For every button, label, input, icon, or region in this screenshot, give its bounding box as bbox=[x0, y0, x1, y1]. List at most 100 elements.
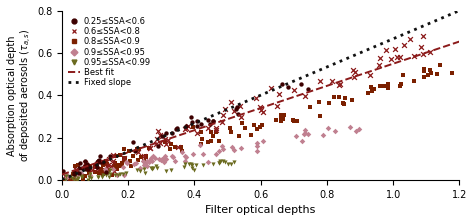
Point bbox=[79, 177, 87, 180]
Point bbox=[253, 150, 261, 153]
Point bbox=[116, 153, 123, 157]
Point bbox=[204, 118, 212, 121]
Point bbox=[120, 156, 128, 160]
Point bbox=[351, 70, 359, 73]
Point bbox=[227, 162, 235, 165]
Point bbox=[148, 168, 155, 171]
Point bbox=[91, 170, 99, 174]
Point bbox=[215, 149, 223, 153]
Point bbox=[148, 159, 156, 163]
Point bbox=[71, 165, 79, 168]
Point bbox=[350, 75, 358, 79]
Point bbox=[112, 173, 119, 177]
Point bbox=[228, 100, 235, 103]
Point bbox=[348, 98, 356, 102]
Point bbox=[63, 173, 70, 177]
Point bbox=[420, 67, 428, 71]
Point bbox=[93, 165, 100, 168]
Point bbox=[212, 128, 220, 132]
Point bbox=[136, 166, 143, 169]
Point bbox=[86, 172, 93, 176]
Point bbox=[337, 82, 344, 85]
Point bbox=[182, 156, 190, 159]
Point bbox=[160, 157, 167, 161]
Point bbox=[256, 105, 264, 108]
Point bbox=[207, 130, 215, 133]
Point bbox=[145, 146, 153, 150]
Point bbox=[267, 86, 275, 90]
Point bbox=[73, 168, 80, 171]
Point bbox=[273, 104, 280, 107]
Point bbox=[108, 165, 115, 168]
Point bbox=[133, 147, 141, 151]
Point bbox=[192, 163, 200, 167]
Point bbox=[70, 178, 77, 182]
Point bbox=[166, 147, 173, 151]
Point bbox=[120, 147, 128, 150]
Point bbox=[257, 108, 264, 112]
Point bbox=[93, 167, 101, 171]
Point bbox=[400, 43, 408, 46]
Point bbox=[94, 175, 102, 179]
Point bbox=[277, 116, 285, 119]
Point bbox=[189, 164, 196, 167]
Point bbox=[301, 129, 309, 132]
Point bbox=[280, 117, 287, 121]
Point bbox=[230, 160, 237, 164]
Point bbox=[317, 115, 324, 118]
Point bbox=[353, 129, 360, 133]
Point bbox=[101, 167, 109, 170]
Point bbox=[198, 143, 205, 146]
Point bbox=[307, 105, 314, 109]
Point bbox=[103, 165, 110, 168]
Point bbox=[72, 174, 79, 178]
Point bbox=[212, 127, 220, 130]
Point bbox=[193, 120, 201, 123]
Point bbox=[140, 163, 148, 166]
Point bbox=[219, 145, 226, 148]
Point bbox=[105, 175, 112, 178]
Point bbox=[172, 127, 180, 130]
Point bbox=[335, 83, 343, 86]
Point bbox=[236, 105, 244, 108]
Point bbox=[383, 48, 390, 52]
Point bbox=[104, 169, 112, 172]
Point bbox=[95, 158, 103, 162]
Point bbox=[328, 79, 336, 83]
Point bbox=[324, 126, 331, 129]
Point bbox=[259, 110, 267, 113]
Point bbox=[121, 158, 128, 162]
Point bbox=[388, 58, 395, 61]
Point bbox=[128, 164, 135, 167]
Point bbox=[82, 167, 90, 171]
Point bbox=[96, 160, 103, 163]
Point bbox=[221, 160, 228, 164]
Point bbox=[70, 172, 77, 175]
Point bbox=[149, 166, 157, 170]
Point bbox=[91, 164, 99, 167]
Point bbox=[221, 107, 229, 110]
Point bbox=[61, 178, 69, 182]
Point bbox=[368, 85, 375, 89]
Point bbox=[84, 167, 92, 170]
Point bbox=[219, 147, 227, 151]
Point bbox=[146, 158, 154, 162]
Point bbox=[118, 163, 125, 167]
Point bbox=[81, 159, 89, 163]
Point bbox=[130, 163, 137, 166]
Point bbox=[99, 173, 107, 177]
Point bbox=[102, 159, 109, 162]
Point bbox=[161, 161, 168, 164]
Point bbox=[66, 178, 74, 182]
Point bbox=[149, 154, 157, 158]
Point bbox=[87, 176, 95, 180]
Point bbox=[120, 173, 128, 176]
Point bbox=[184, 124, 192, 128]
Point bbox=[219, 113, 227, 116]
Point bbox=[162, 157, 170, 161]
Point bbox=[376, 56, 384, 60]
Point bbox=[95, 171, 102, 175]
Point bbox=[103, 163, 111, 166]
Point bbox=[212, 130, 220, 134]
Point bbox=[277, 115, 285, 119]
